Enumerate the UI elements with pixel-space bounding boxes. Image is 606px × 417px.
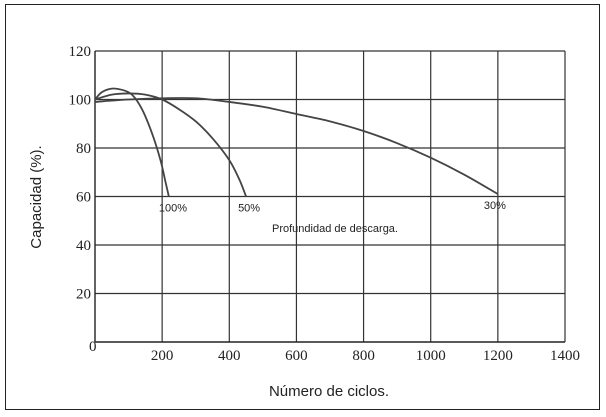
- tick-labels: 0 200 400 600 800 1000 1200 1400 20 40 60 80 100 120: [69, 44, 581, 364]
- series-line-30pct: [94, 97, 499, 195]
- x-tick-label: 200: [151, 348, 174, 364]
- y-tick-label: 40: [76, 238, 91, 254]
- series-line-100pct: [94, 87, 170, 197]
- series-lines: [94, 87, 499, 197]
- grid: [95, 50, 566, 342]
- x-tick-label: 1400: [550, 348, 580, 364]
- y-tick-label: 60: [76, 190, 91, 206]
- x-tick-label: 800: [352, 348, 375, 364]
- chart-frame: [5, 4, 600, 410]
- y-axis-label: Capacidad (%).: [28, 145, 45, 248]
- y-tick-label: 100: [69, 93, 92, 109]
- series-label: 30%: [484, 200, 506, 212]
- x-tick-label: 0: [89, 339, 97, 355]
- series-line-50pct: [94, 92, 247, 197]
- x-tick-label: 1000: [416, 348, 446, 364]
- annotation: Profundidad de descarga.: [272, 223, 398, 235]
- y-tick-label: 20: [76, 287, 91, 303]
- series-labels: 100% 50% 30%: [159, 200, 506, 214]
- y-tick-label: 120: [69, 44, 92, 60]
- x-tick-label: 600: [285, 348, 308, 364]
- series-label: 50%: [238, 203, 260, 215]
- y-tick-label: 80: [76, 141, 91, 157]
- x-tick-label: 1200: [483, 348, 513, 364]
- series-label: 100%: [159, 203, 187, 215]
- x-tick-label: 400: [218, 348, 241, 364]
- x-axis-label: Número de ciclos.: [269, 383, 389, 400]
